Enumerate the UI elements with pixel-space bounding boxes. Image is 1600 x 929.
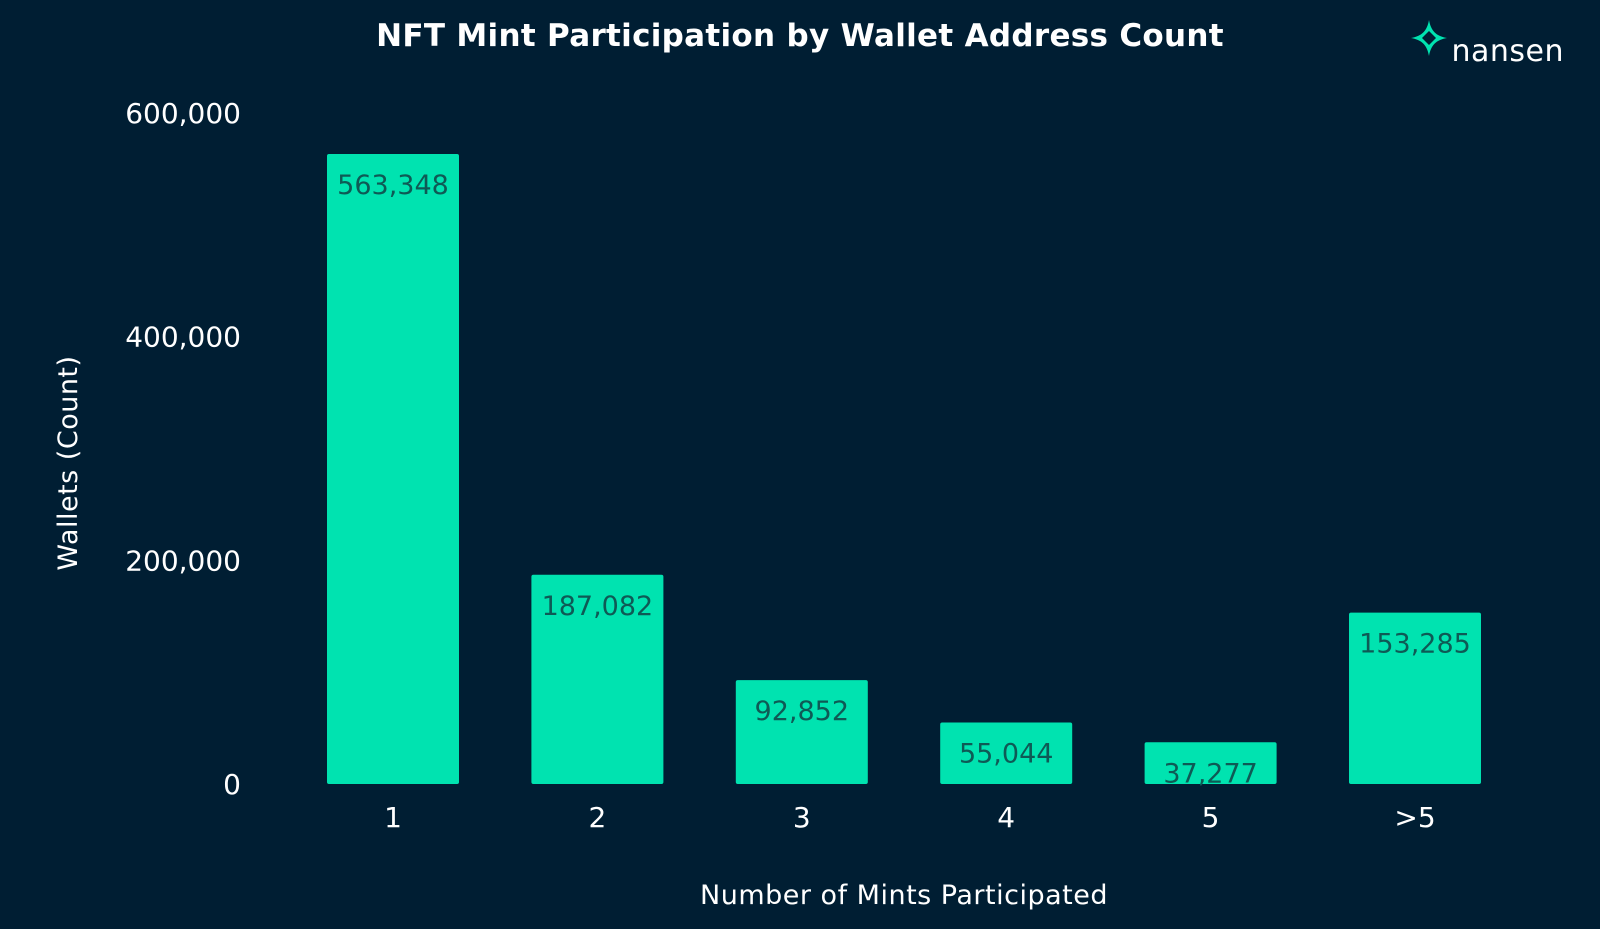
x-tick-label: 1 — [384, 801, 402, 834]
y-tick-label: 600,000 — [125, 97, 241, 130]
chart-title: NFT Mint Participation by Wallet Address… — [376, 18, 1224, 54]
bar — [531, 574, 664, 784]
y-axis-title: Wallets (Count) — [53, 355, 84, 570]
data-label: 153,285 — [1359, 629, 1471, 660]
data-label: 187,082 — [542, 591, 654, 622]
bar — [327, 153, 459, 785]
y-axis: 0 200,000 400,000 600,000 — [125, 97, 241, 801]
x-tick-label: 5 — [1202, 801, 1220, 834]
brand-name: nansen — [1451, 34, 1564, 69]
bars-group: 563,348 187,082 92,852 55,044 37,277 153,285 — [327, 153, 1481, 789]
bar — [735, 680, 868, 784]
bar — [940, 722, 1073, 784]
x-axis: 1 2 3 4 5 >5 — [384, 801, 1436, 834]
data-label: 563,348 — [337, 170, 449, 201]
data-label: 92,852 — [755, 696, 849, 727]
x-tick-label: 4 — [997, 801, 1015, 834]
data-label: 55,044 — [959, 738, 1053, 769]
x-tick-label: >5 — [1394, 801, 1435, 834]
bar — [1144, 742, 1277, 784]
x-axis-title: Number of Mints Participated — [700, 880, 1108, 911]
brand-logo: nansen — [1409, 6, 1564, 69]
x-tick-label: 2 — [588, 801, 606, 834]
data-label: 37,277 — [1163, 758, 1257, 789]
nansen-logo-icon — [1411, 19, 1448, 56]
bar — [1349, 612, 1481, 784]
y-tick-label: 200,000 — [125, 544, 241, 577]
x-tick-label: 3 — [793, 801, 811, 834]
y-tick-label: 0 — [223, 768, 241, 801]
y-tick-label: 400,000 — [125, 321, 241, 354]
